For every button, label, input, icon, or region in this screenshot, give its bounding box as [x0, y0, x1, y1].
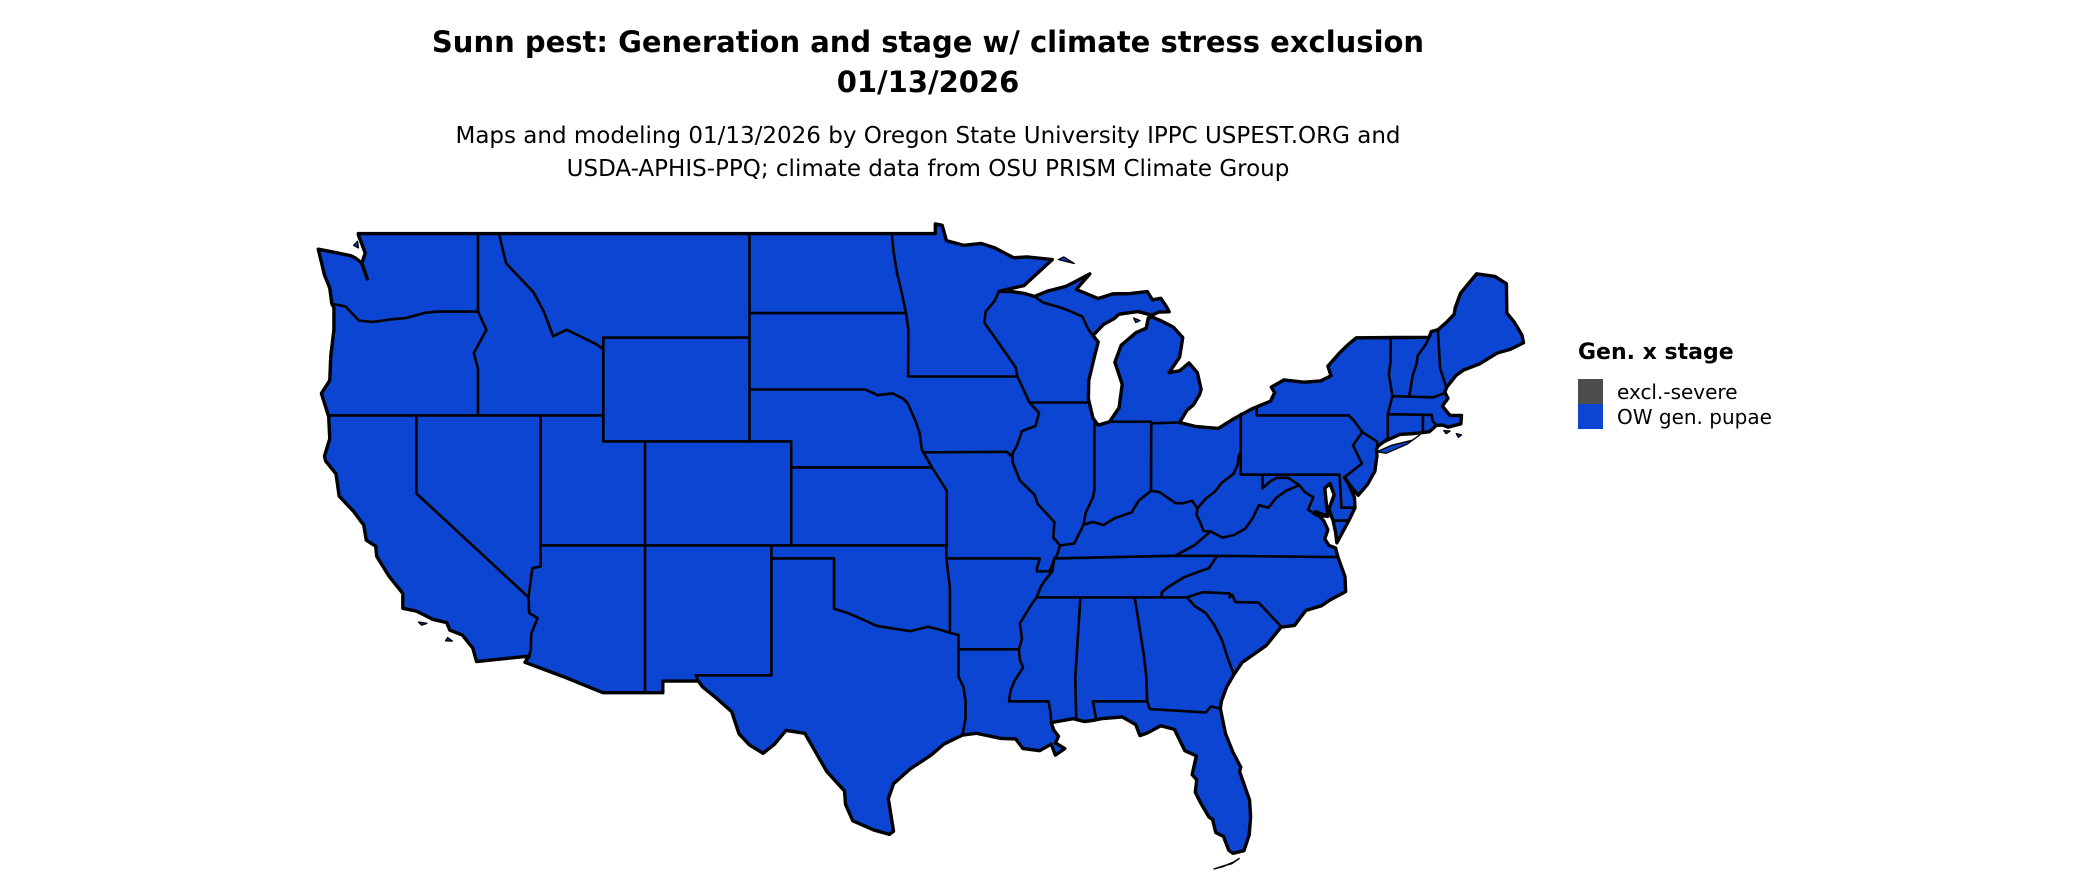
- subtitle-line-2: USDA-APHIS-PPQ; climate data from OSU PR…: [566, 156, 1290, 182]
- legend: Gen. x stage excl.-severe OW gen. pupae: [1578, 341, 1772, 429]
- legend-swatch-ow-gen-pupae: [1578, 404, 1603, 429]
- page-subtitle: Maps and modeling 01/13/2026 by Oregon S…: [308, 120, 1548, 186]
- state-borders: [329, 234, 1447, 735]
- legend-item: excl.-severe: [1578, 379, 1772, 404]
- map-land: [318, 224, 1523, 853]
- subtitle-line-1: Maps and modeling 01/13/2026 by Oregon S…: [455, 123, 1401, 149]
- title-line-2: 01/13/2026: [836, 65, 1020, 99]
- legend-item-label: excl.-severe: [1617, 379, 1738, 404]
- legend-swatch-excl-severe: [1578, 379, 1603, 404]
- page-title: Sunn pest: Generation and stage w/ clima…: [308, 22, 1548, 102]
- legend-title: Gen. x stage: [1578, 340, 1734, 365]
- legend-item: OW gen. pupae: [1578, 404, 1772, 429]
- title-line-1: Sunn pest: Generation and stage w/ clima…: [431, 25, 1425, 59]
- us-map: [312, 218, 1544, 878]
- map-islands: [354, 241, 1462, 869]
- legend-item-label: OW gen. pupae: [1617, 404, 1772, 429]
